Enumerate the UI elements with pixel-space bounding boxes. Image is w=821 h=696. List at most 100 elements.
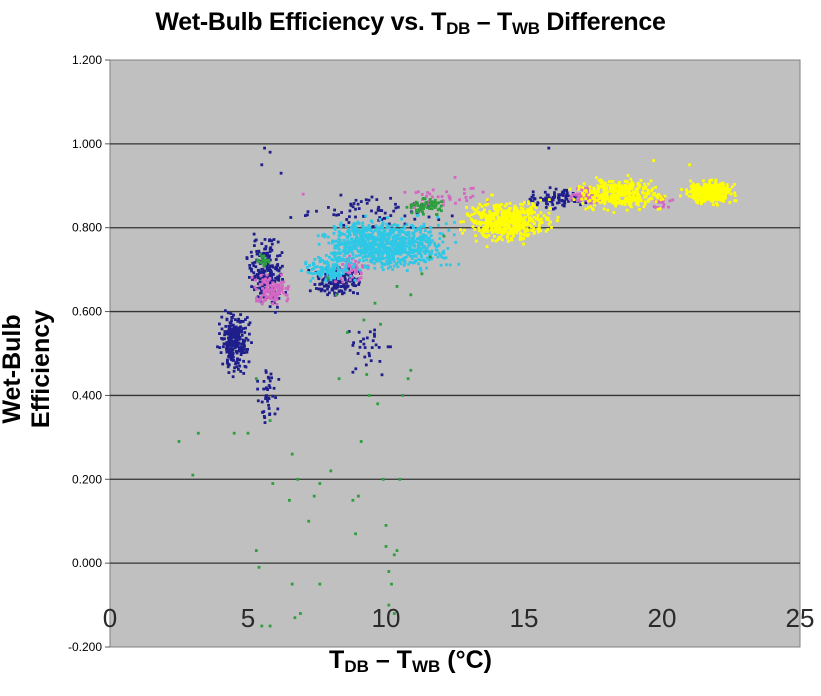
data-point — [388, 257, 392, 260]
data-point — [268, 258, 272, 262]
data-point — [382, 262, 385, 266]
data-point — [311, 261, 315, 265]
data-point — [508, 201, 512, 205]
data-point — [680, 188, 683, 191]
data-point — [381, 252, 385, 255]
data-point — [344, 264, 348, 268]
data-point — [372, 257, 375, 261]
data-point — [401, 230, 405, 233]
data-point — [724, 188, 728, 192]
data-point — [347, 271, 350, 274]
data-point — [385, 222, 389, 226]
data-point — [414, 259, 418, 262]
data-point — [330, 258, 334, 261]
data-point — [395, 549, 399, 552]
data-point — [609, 183, 613, 187]
data-point — [510, 227, 513, 230]
data-point — [365, 250, 368, 254]
data-point — [367, 225, 371, 229]
data-point — [710, 191, 714, 195]
data-point — [716, 203, 719, 207]
data-point — [233, 340, 237, 343]
data-point — [662, 199, 665, 203]
data-point — [724, 194, 727, 198]
data-point — [503, 216, 506, 220]
data-point — [417, 241, 421, 245]
data-point — [272, 273, 275, 276]
data-point — [245, 316, 249, 319]
data-point — [643, 182, 646, 186]
data-point — [425, 202, 428, 206]
data-point — [370, 209, 373, 213]
data-point — [710, 189, 714, 193]
data-point — [235, 331, 239, 335]
data-point — [519, 235, 522, 239]
data-point — [636, 183, 640, 187]
data-point — [229, 336, 232, 340]
data-point — [254, 278, 257, 282]
data-point — [331, 239, 334, 243]
data-point — [345, 269, 349, 272]
data-point — [363, 227, 367, 230]
data-point — [304, 262, 307, 266]
data-point — [498, 222, 502, 226]
data-point — [250, 341, 253, 344]
data-point — [517, 224, 521, 228]
data-point — [263, 258, 266, 262]
data-point — [372, 254, 376, 258]
data-point — [530, 195, 534, 199]
data-point — [408, 247, 412, 251]
data-point — [239, 370, 243, 373]
data-point — [332, 251, 336, 254]
data-point — [644, 186, 648, 190]
data-point — [567, 200, 570, 203]
data-point — [354, 263, 358, 267]
data-point — [656, 207, 660, 211]
data-point — [515, 231, 519, 235]
data-point — [623, 199, 626, 203]
data-point — [652, 205, 656, 208]
data-point — [659, 198, 663, 202]
data-point — [485, 245, 489, 248]
data-point — [546, 196, 550, 200]
data-point — [413, 254, 417, 258]
data-point — [433, 201, 437, 204]
data-point — [543, 198, 546, 202]
x-tick-label: 5 — [241, 603, 255, 633]
data-point — [354, 215, 357, 219]
data-point — [624, 187, 628, 190]
data-point — [494, 209, 498, 213]
data-point — [486, 223, 489, 227]
data-point — [692, 190, 695, 193]
data-point — [537, 223, 541, 227]
data-point — [374, 224, 378, 228]
data-point — [690, 184, 694, 187]
data-point — [392, 255, 395, 259]
data-point — [402, 250, 406, 253]
data-point — [318, 257, 322, 260]
data-point — [264, 369, 268, 373]
data-point — [336, 265, 340, 269]
data-point — [445, 190, 448, 194]
data-point — [218, 322, 221, 326]
data-point — [342, 249, 345, 253]
data-point — [440, 200, 443, 204]
data-point — [348, 289, 352, 292]
data-point — [483, 208, 486, 212]
data-point — [382, 232, 385, 235]
data-point — [328, 267, 331, 271]
data-point — [230, 316, 234, 319]
data-point — [227, 363, 231, 367]
data-point — [429, 202, 433, 205]
data-point — [266, 284, 269, 287]
data-point — [362, 337, 365, 341]
data-point — [387, 250, 391, 254]
data-point — [307, 269, 311, 272]
data-point — [378, 218, 382, 221]
data-point — [263, 283, 266, 287]
data-point — [708, 186, 712, 190]
data-point — [705, 184, 709, 188]
y-tick-label: 0.200 — [72, 472, 102, 486]
data-point — [487, 222, 491, 226]
data-point — [273, 280, 277, 283]
